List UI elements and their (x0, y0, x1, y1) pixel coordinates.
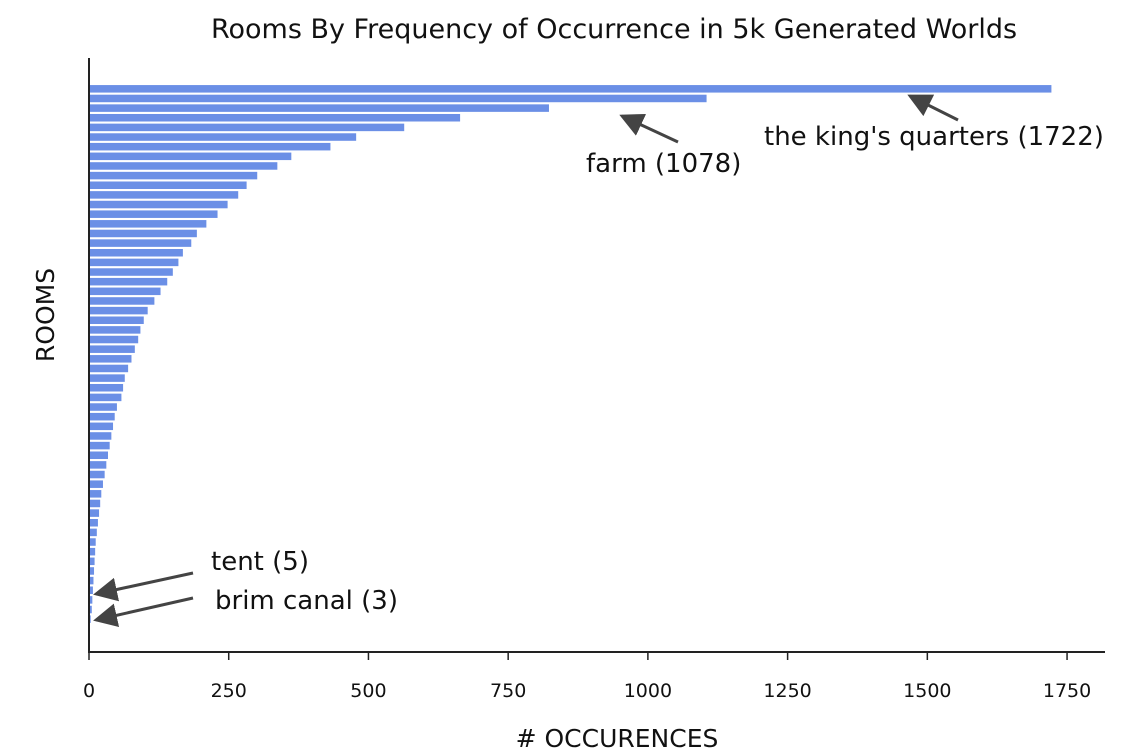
bar-43 (89, 499, 101, 508)
bar-31 (89, 383, 124, 392)
x-tick-label-500: 500 (350, 680, 386, 702)
bar-41 (89, 480, 103, 488)
bar-25 (89, 326, 141, 334)
bar-48 (89, 547, 96, 556)
bar-39 (89, 461, 107, 469)
bar-28 (89, 355, 132, 363)
bar-26 (89, 335, 139, 344)
bar-54 (89, 605, 92, 614)
y-axis-label: ROOMS (31, 268, 60, 362)
bar-23 (89, 306, 148, 315)
bar-8 (89, 162, 278, 170)
x-tick-label-1500: 1500 (903, 680, 951, 702)
bar-36 (89, 432, 112, 440)
x-tick-label-1000: 1000 (624, 680, 672, 702)
bar-34 (89, 412, 115, 421)
bar-3 (89, 113, 461, 122)
x-tick-label-0: 0 (83, 680, 95, 702)
bar-15 (89, 229, 197, 238)
bar-11 (89, 191, 239, 199)
bar-12 (89, 200, 228, 209)
bar-47 (89, 538, 96, 546)
bar-29 (89, 364, 129, 373)
bar-40 (89, 470, 105, 479)
bar-5 (89, 133, 357, 141)
bar-6 (89, 142, 331, 151)
chart-title: Rooms By Frequency of Occurrence in 5k G… (211, 14, 1017, 45)
bar-7 (89, 152, 292, 161)
bar-50 (89, 567, 95, 575)
bar-53 (89, 596, 93, 604)
x-tick-label-1750: 1750 (1043, 680, 1091, 702)
bar-22 (89, 297, 155, 305)
bar-21 (89, 287, 161, 296)
bar-27 (89, 345, 135, 353)
bar-44 (89, 509, 100, 517)
bar-17 (89, 248, 183, 257)
x-ticks-group: 0 250 500 750 1000 1250 1500 1750 (83, 652, 1091, 702)
x-tick-label-250: 250 (211, 680, 247, 702)
bar-33 (89, 403, 117, 411)
bar-38 (89, 451, 108, 460)
annotation-label-2: tent (5) (211, 547, 309, 577)
bar-51 (89, 576, 94, 585)
bar-10 (89, 181, 247, 190)
bar-42 (89, 490, 102, 498)
bar-4 (89, 123, 405, 132)
annotation-arrow-2 (93, 571, 194, 602)
bar-49 (89, 557, 95, 566)
bar-46 (89, 528, 97, 537)
bar-37 (89, 441, 110, 450)
bar-18 (89, 258, 179, 267)
bar-20 (89, 277, 168, 286)
bar-1 (89, 94, 707, 103)
annotation-arrow-1 (619, 113, 679, 144)
annotation-arrow-0 (907, 94, 959, 122)
x-tick-label-750: 750 (490, 680, 526, 702)
bar-32 (89, 393, 122, 402)
annotation-label-0: the king's quarters (1722) (764, 122, 1104, 152)
bar-30 (89, 374, 125, 382)
annotation-label-3: brim canal (3) (215, 586, 398, 616)
annotation-arrow-3 (93, 596, 194, 628)
bars-group (89, 85, 1052, 623)
bar-52 (89, 586, 93, 595)
x-axis-label: # OCCURENCES (516, 724, 719, 753)
bar-9 (89, 171, 258, 180)
bar-0 (89, 85, 1052, 93)
bar-35 (89, 422, 114, 431)
bar-24 (89, 316, 144, 325)
bar-45 (89, 518, 98, 527)
bar-2 (89, 104, 549, 112)
bar-14 (89, 220, 207, 228)
annotation-label-1: farm (1078) (586, 149, 741, 179)
annotations-group: the king's quarters (1722) farm (1078) ten… (93, 94, 1104, 628)
bar-19 (89, 268, 173, 276)
x-tick-label-1250: 1250 (763, 680, 811, 702)
bar-16 (89, 239, 192, 247)
bar-13 (89, 210, 218, 218)
